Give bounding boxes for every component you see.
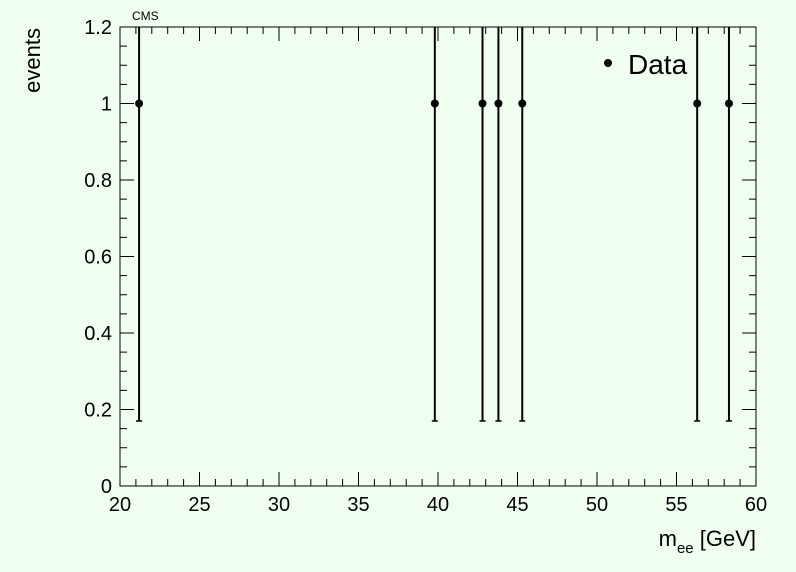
x-tick-label: 20 — [109, 494, 131, 516]
x-axis-title-main: m — [659, 526, 677, 551]
x-axis-title-sub: ee — [677, 540, 694, 557]
x-tick-label: 30 — [268, 494, 290, 516]
y-tick-label: 0.6 — [84, 247, 112, 269]
y-tick-label: 0.2 — [84, 400, 112, 422]
legend: Data — [604, 49, 688, 80]
data-point — [724, 99, 733, 108]
y-axis-title: events — [20, 28, 45, 93]
data-point — [135, 99, 144, 108]
x-tick-label: 45 — [506, 494, 528, 516]
x-axis-title: mee [GeV] — [659, 526, 756, 557]
x-tick-label: 40 — [427, 494, 449, 516]
x-tick-label: 60 — [745, 494, 767, 516]
y-tick-label: 1 — [101, 94, 112, 116]
chart-title: CMS — [132, 9, 159, 23]
x-tick-label: 25 — [188, 494, 210, 516]
axis-tick-labels: 20 25 30 35 40 45 50 55 60 0 0.2 0.4 0.6 0.8 1 1.2 — [84, 17, 767, 516]
y-tick-label: 0.4 — [84, 323, 112, 345]
x-tick-label: 50 — [586, 494, 608, 516]
data-point — [430, 99, 439, 108]
data-point — [693, 99, 702, 108]
data-point — [518, 99, 527, 108]
legend-marker — [604, 59, 612, 67]
x-tick-label: 35 — [347, 494, 369, 516]
data-point — [494, 99, 503, 108]
data-series — [135, 27, 733, 422]
data-point — [478, 99, 487, 108]
y-tick-label: 1.2 — [84, 17, 112, 39]
x-axis-title-unit: [GeV] — [694, 526, 756, 551]
x-tick-label: 55 — [665, 494, 687, 516]
axis-ticks — [119, 26, 757, 487]
legend-entry-data: Data — [628, 49, 688, 80]
y-tick-label: 0 — [101, 476, 112, 498]
y-tick-label: 0.8 — [84, 170, 112, 192]
